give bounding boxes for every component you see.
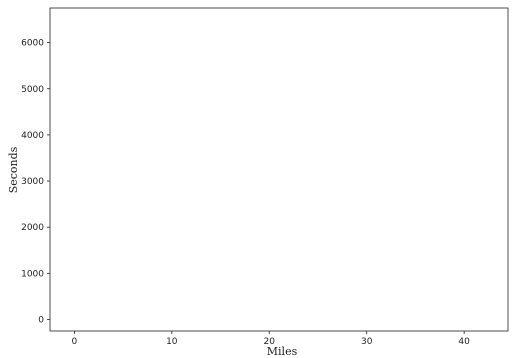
y-tick-label: 0 xyxy=(38,315,44,325)
y-tick-label: 1000 xyxy=(21,269,44,279)
x-tick-label: 40 xyxy=(458,337,470,347)
y-tick-label: 5000 xyxy=(21,85,44,95)
tick-labels: 0 10 20 30 40 0 1000 2000 3000 4000 5000 6000 xyxy=(21,39,470,347)
plot-frame xyxy=(49,7,509,332)
x-tick-label: 0 xyxy=(71,337,77,347)
x-tick-label: 30 xyxy=(361,337,373,347)
x-tick-label: 10 xyxy=(166,337,178,347)
x-tick-label: 20 xyxy=(264,337,276,347)
x-axis-label: Miles xyxy=(267,345,298,358)
y-tick-label: 2000 xyxy=(21,223,44,233)
y-tick-label: 3000 xyxy=(21,177,44,187)
y-tick-label: 4000 xyxy=(21,131,44,141)
axes xyxy=(47,7,509,334)
y-axis-label: Seconds xyxy=(7,146,20,193)
y-tick-label: 6000 xyxy=(21,39,44,49)
